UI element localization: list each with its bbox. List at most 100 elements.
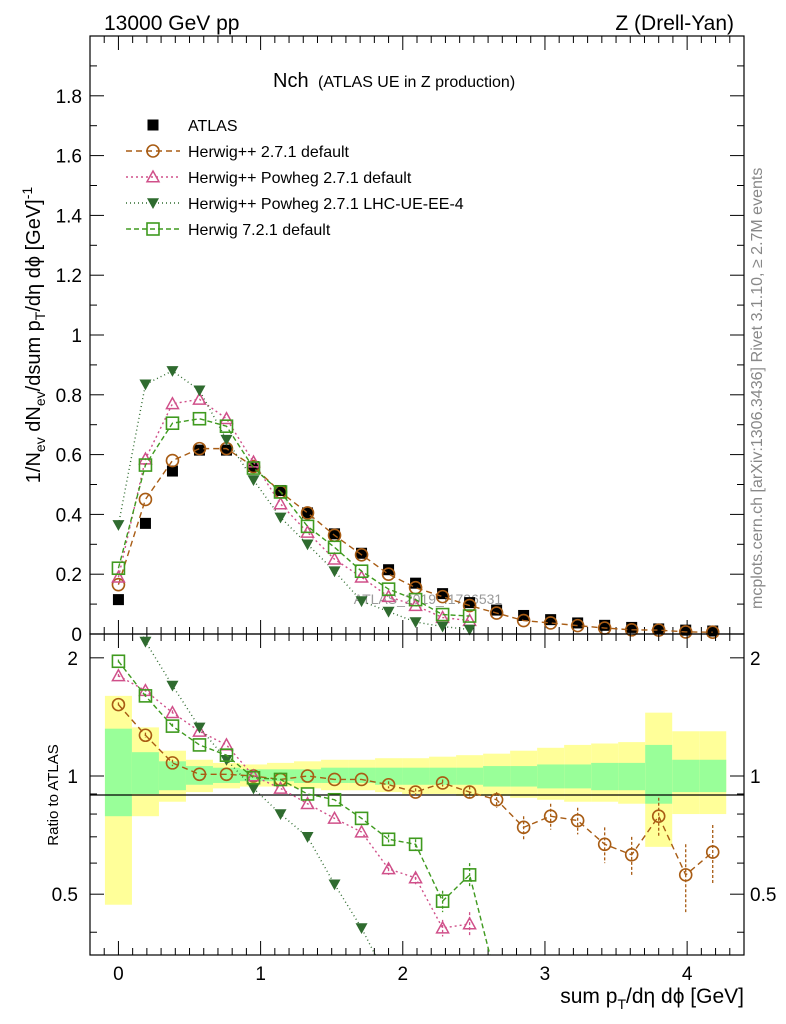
data-point bbox=[410, 577, 422, 589]
main-y-tick-label: 1.4 bbox=[56, 206, 83, 227]
ratio-data-point bbox=[220, 754, 233, 766]
ratio-data-point bbox=[462, 868, 477, 882]
data-point bbox=[516, 613, 531, 628]
stat-uncertainty-band bbox=[510, 766, 538, 787]
data-point bbox=[570, 618, 585, 633]
ratio-data-point bbox=[705, 845, 720, 859]
ratio-series-herwig-7-2-1-default bbox=[111, 654, 503, 987]
ratio-data-point bbox=[435, 920, 450, 934]
data-point bbox=[381, 582, 396, 596]
main-y-tick-label: 1.2 bbox=[56, 266, 82, 287]
series-atlas bbox=[112, 444, 719, 637]
legend-label: Herwig++ Powheg 2.7.1 LHC-UE-EE-4 bbox=[188, 196, 464, 213]
ratio-data-point bbox=[327, 792, 342, 807]
ratio-data-point bbox=[383, 976, 395, 987]
data-point bbox=[327, 540, 342, 555]
legend-item-herwig-2-7-1-default: Herwig++ 2.7.1 default bbox=[126, 144, 350, 161]
ratio-data-point bbox=[192, 723, 207, 737]
ratio-data-point bbox=[219, 748, 234, 762]
series-line bbox=[117, 447, 713, 633]
ratio-data-point bbox=[489, 792, 504, 807]
series-herwig-powheg-2-7-1-lhc-ue-ee-4 bbox=[112, 366, 476, 636]
ratio-y-tick-label: 1 bbox=[67, 767, 78, 788]
header-right: Z (Drell-Yan) bbox=[615, 12, 734, 35]
data-point bbox=[626, 621, 638, 633]
ratio-y-tick-label: 2 bbox=[67, 649, 78, 670]
main-y-tick-label: 1.6 bbox=[56, 147, 82, 168]
legend-marker bbox=[147, 198, 159, 209]
main-y-tick-labels: 0 0.2 0.4 0.6 0.8 1 1.2 1.4 1.6 1.8 bbox=[56, 87, 83, 646]
ratio-data-point bbox=[516, 820, 531, 835]
plot-title-main: Nch bbox=[273, 70, 309, 92]
data-point bbox=[653, 623, 665, 635]
legend-marker bbox=[146, 222, 160, 236]
ratio-data-point bbox=[300, 787, 315, 801]
ratio-data-point bbox=[408, 870, 423, 884]
data-point bbox=[111, 577, 126, 592]
main-y-tick-label: 0.6 bbox=[56, 446, 82, 467]
main-y-tick-label: 0 bbox=[71, 625, 82, 646]
data-point bbox=[166, 366, 179, 377]
stat-uncertainty-band bbox=[239, 769, 268, 782]
ratio-data-point bbox=[193, 722, 206, 734]
series-line bbox=[117, 398, 470, 622]
stat-uncertainty-band bbox=[402, 767, 430, 785]
stat-uncertainty-band bbox=[699, 759, 727, 793]
ratio-series-herwig-powheg-2-7-1-lhc-ue-ee-4 bbox=[139, 634, 395, 987]
legend-marker bbox=[145, 169, 161, 183]
ratio-data-point bbox=[354, 824, 369, 838]
data-point bbox=[572, 617, 584, 629]
data-point bbox=[489, 606, 504, 620]
series-line bbox=[117, 370, 470, 631]
legend-label: Herwig 7.2.1 default bbox=[188, 222, 331, 239]
ratio-data-point bbox=[274, 809, 287, 821]
stat-uncertainty-band bbox=[672, 759, 700, 793]
data-point bbox=[705, 625, 720, 640]
main-series bbox=[111, 366, 720, 640]
data-point bbox=[381, 589, 396, 603]
ratio-data-point bbox=[491, 975, 503, 987]
data-point bbox=[678, 625, 693, 639]
ratio-data-point bbox=[651, 809, 666, 823]
ratio-data-point bbox=[381, 832, 396, 847]
series-herwig-7-2-1-default bbox=[111, 411, 477, 623]
ratio-data-point bbox=[219, 737, 234, 751]
x-tick-label: 4 bbox=[682, 964, 693, 985]
stat-uncertainty-band bbox=[645, 744, 673, 804]
stat-uncertainty-band bbox=[104, 728, 132, 817]
main-y-tick-label: 0.2 bbox=[56, 565, 82, 586]
ratio-data-point bbox=[327, 810, 342, 824]
data-point bbox=[111, 569, 126, 583]
ratio-data-point bbox=[678, 868, 693, 882]
ratio-data-point bbox=[192, 738, 207, 752]
data-point bbox=[707, 625, 719, 637]
ratio-data-point bbox=[327, 772, 342, 787]
data-point bbox=[329, 528, 341, 540]
ratio-y-tick-label: 0.5 bbox=[52, 885, 78, 906]
data-point bbox=[435, 589, 450, 604]
data-point bbox=[165, 453, 180, 468]
stat-uncertainty-band bbox=[375, 767, 403, 785]
series-herwig-2-7-1-default bbox=[111, 441, 720, 640]
rivet-version-label: Rivet 3.1.10, ≥ 2.7M events bbox=[749, 168, 766, 363]
data-point bbox=[220, 434, 233, 446]
data-point bbox=[301, 539, 314, 551]
ratio-y-tick-label-right: 2 bbox=[750, 649, 761, 670]
data-point bbox=[356, 547, 368, 559]
ratio-series-herwig-2-7-1-default bbox=[111, 697, 720, 913]
data-point bbox=[139, 517, 151, 529]
legend-label: ATLAS bbox=[188, 118, 238, 135]
legend-item-herwig-powheg-2-7-1-default: Herwig++ Powheg 2.7.1 default bbox=[126, 169, 412, 187]
ratio-series-line bbox=[118, 675, 470, 929]
ratio-data-point bbox=[435, 776, 450, 790]
stat-uncertainty-band bbox=[456, 767, 484, 785]
stat-uncertainty-band bbox=[267, 769, 295, 782]
data-point bbox=[437, 588, 449, 600]
ratio-data-point bbox=[138, 728, 153, 743]
data-point bbox=[543, 616, 558, 630]
data-point bbox=[462, 613, 477, 627]
data-point bbox=[112, 520, 125, 531]
ratio-data-point bbox=[381, 861, 396, 875]
ratio-data-point bbox=[300, 769, 315, 783]
data-point bbox=[382, 606, 395, 618]
